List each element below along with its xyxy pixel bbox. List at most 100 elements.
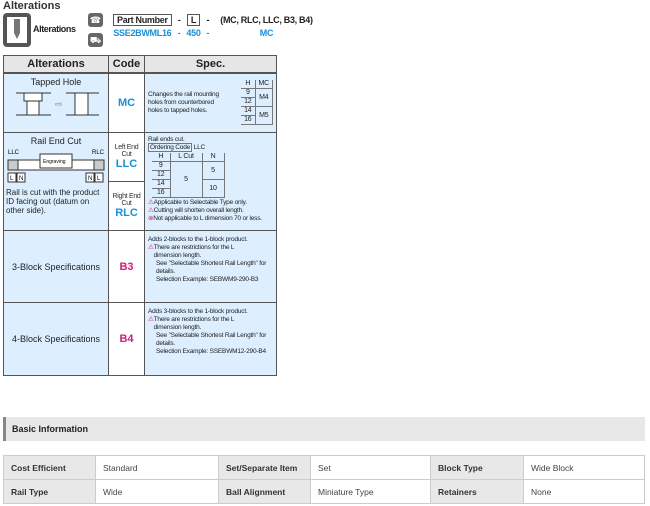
row-3-block: 3-Block Specifications B3 Adds 2-blocks …	[3, 230, 277, 303]
text: M5	[255, 106, 273, 126]
tapped-hole-diagram: ⇨	[16, 92, 99, 115]
left-end-cut-label: Left End Cut	[114, 144, 139, 158]
warning-icon: ⚠	[148, 199, 154, 206]
text: Standard	[95, 455, 219, 480]
text: L	[10, 176, 14, 182]
phone-icon: ☎	[88, 13, 103, 27]
l-label: L	[186, 14, 201, 26]
right-end-cut-label: Right End Cut	[112, 193, 141, 207]
note: Not applicable to L dimension 70 or less…	[153, 215, 262, 222]
section-title: Alterations	[3, 0, 61, 12]
text: See "Selectable Shortest Rail Length" fo…	[156, 332, 267, 347]
warning-icon: ⚠	[148, 207, 154, 214]
col-spec: Spec.	[144, 55, 277, 74]
dash: -	[206, 15, 210, 25]
code-rlc: RLC	[115, 207, 138, 219]
note: Applicable to Selectable Type only.	[153, 199, 247, 206]
text: Cost Efficient	[3, 455, 96, 480]
text: 12	[241, 97, 256, 108]
text: 5	[202, 161, 225, 180]
text: Set/Separate Item	[218, 455, 311, 480]
text: H	[241, 80, 256, 90]
text: 16	[241, 115, 256, 126]
part-number-header: Part Number - L - (MC, RLC, LLC, B3, B4)…	[110, 12, 316, 40]
note: Cutting will shorten overall length.	[153, 207, 244, 214]
mc-mini-table: H MC 9 M4 12 14 M5 16	[241, 80, 273, 126]
text: Adds 2-blocks to the 1-block product.	[148, 236, 248, 243]
part-number-value: SSE2BWML16	[113, 28, 172, 38]
alterations-icon	[3, 13, 31, 47]
dash: -	[177, 28, 181, 38]
text: 9	[241, 88, 256, 99]
dash: -	[177, 15, 181, 25]
text: LLC	[8, 150, 20, 156]
text: H	[152, 153, 171, 162]
text: None	[523, 479, 645, 504]
part-number-label: Part Number	[113, 14, 172, 26]
truck-icon: ⛟	[88, 33, 103, 47]
alteration-name: 4-Block Specifications	[3, 302, 109, 376]
text: Selection Example: SEBWM9-290-B3	[156, 276, 259, 283]
text: N	[202, 153, 225, 162]
text: 5	[170, 161, 203, 198]
info-row: Cost Efficient Standard Set/Separate Item…	[3, 455, 645, 480]
text: Ball Alignment	[218, 479, 311, 504]
option-value: MC	[259, 28, 274, 38]
basic-information-table: Cost Efficient Standard Set/Separate Item…	[3, 455, 645, 504]
spec-text: Changes the rail mounting holes from cou…	[148, 90, 219, 114]
alterations-icon-label: Alterations	[33, 24, 76, 34]
warning-icon: ⚠	[148, 244, 154, 251]
ordering-code-label: Ordering Code	[148, 143, 193, 152]
alteration-name: Rail End Cut	[30, 136, 82, 146]
alteration-name: Tapped Hole	[30, 76, 82, 87]
text: 9	[152, 161, 171, 171]
text: Wide	[95, 479, 219, 504]
ordering-code-value: LLC	[193, 144, 206, 151]
svg-text:⇨: ⇨	[55, 99, 63, 109]
alterations-table: Alterations Code Spec. Tapped Hole ⇨ MC …	[3, 55, 277, 376]
col-code: Code	[108, 55, 145, 74]
code-mc: MC	[117, 96, 136, 109]
alteration-desc: Rail is cut with the product ID facing o…	[6, 188, 100, 215]
text: N	[88, 176, 92, 182]
text: RLC	[92, 150, 105, 156]
code-b3: B3	[119, 260, 134, 273]
text: M4	[255, 88, 273, 108]
info-row: Rail Type Wide Ball Alignment Miniature Ty…	[3, 479, 645, 504]
text: Retainers	[430, 479, 524, 504]
text: Adds 3-blocks to the 1-block product.	[148, 308, 248, 315]
text: 10	[202, 179, 225, 198]
text: There are restrictions for the L dimensi…	[153, 316, 235, 331]
text: N	[19, 176, 23, 182]
text: Selection Example: SSEBWM12-290-B4	[156, 348, 266, 355]
row-4-block: 4-Block Specifications B4 Adds 3-blocks …	[3, 302, 277, 376]
text: Miniature Type	[310, 479, 431, 504]
col-alterations: Alterations	[3, 55, 109, 74]
text: Block Type	[430, 455, 524, 480]
warning-icon: ⚠	[148, 316, 154, 323]
text: 16	[152, 188, 171, 198]
text: L Cut	[170, 153, 203, 162]
alteration-name: 3-Block Specifications	[3, 230, 109, 303]
l-value: 450	[186, 28, 201, 38]
dash: -	[206, 28, 210, 38]
text: 14	[152, 179, 171, 189]
code-llc: LLC	[115, 158, 138, 170]
prohibited-icon: ⊗	[148, 215, 154, 222]
text: There are restrictions for the L dimensi…	[153, 244, 235, 259]
rail-end-cut-diagram: LLC RLC Engraving L N N L	[7, 150, 105, 183]
text: Set	[310, 455, 431, 480]
text: Rail Type	[3, 479, 96, 504]
basic-information-header: Basic Information	[3, 417, 645, 441]
row-rail-end-cut: Rail End Cut LLC RLC Engraving L N N L Ra…	[3, 132, 277, 231]
text: Wide Block	[523, 455, 645, 480]
options-label: (MC, RLC, LLC, B3, B4)	[220, 15, 313, 25]
text: Engraving	[43, 159, 66, 165]
row-tapped-hole: Tapped Hole ⇨ MC Changes the rail mounti…	[3, 72, 277, 133]
spec-intro: Rail ends cut.	[148, 136, 185, 143]
text: MC	[255, 80, 273, 90]
text: See "Selectable Shortest Rail Length" fo…	[156, 260, 267, 275]
text: 12	[152, 170, 171, 180]
text: 14	[241, 106, 256, 117]
